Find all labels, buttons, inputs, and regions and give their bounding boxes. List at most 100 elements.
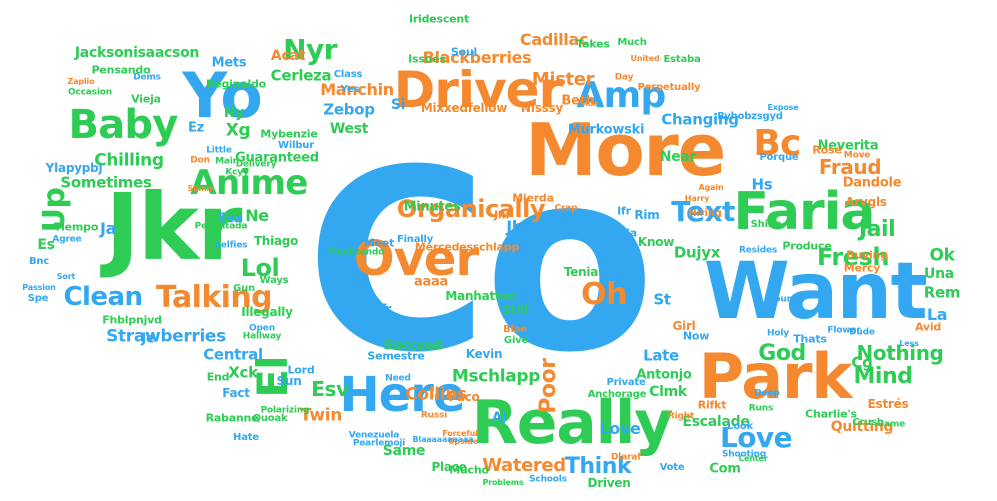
word-jail-26: Jail bbox=[858, 217, 896, 242]
word-game-160: Game bbox=[876, 419, 906, 430]
word-center-210: Center bbox=[738, 454, 768, 463]
word-organically-22: Organically bbox=[396, 195, 546, 223]
word-god-28: God bbox=[758, 341, 806, 366]
word-quitting-72: Quitting bbox=[830, 419, 894, 435]
word-private-164: Private bbox=[606, 377, 646, 388]
word-blaaaaaaaaaa-216: Blaaaaaaaaaa bbox=[412, 435, 474, 444]
word-over-9: Over bbox=[353, 231, 479, 287]
word-crap-215: Crap bbox=[554, 203, 578, 214]
word-minutes-86: Minutes bbox=[403, 199, 461, 215]
word-don-180: Don bbox=[190, 155, 210, 166]
word-arvgls-76: Arvgls bbox=[845, 195, 887, 209]
word-dujyx-58: Dujyx bbox=[673, 243, 721, 262]
word-main-181: Main bbox=[215, 156, 239, 167]
word-shine-153: Shine bbox=[750, 219, 782, 230]
word-reginaldo-143: Reginaldo bbox=[205, 77, 267, 91]
word-same-70: Same bbox=[382, 443, 426, 459]
word-less-200: Less bbox=[899, 339, 919, 348]
word-forceful-206: Forceful bbox=[442, 429, 478, 438]
word-paco-96: Paco bbox=[448, 390, 480, 404]
word-times-35: Times bbox=[365, 320, 431, 344]
word-occasion-140: Occasion bbox=[68, 87, 112, 98]
word-cerleza-112: Cerleza bbox=[270, 66, 332, 85]
word-manchin-43: Manchin bbox=[320, 80, 394, 99]
word-ne-51: Ne bbox=[245, 206, 269, 225]
word-fhblpnjvd-119: Fhblpnjvd bbox=[102, 313, 162, 327]
word-produce-106: Produce bbox=[782, 239, 832, 253]
word-fresh-24: Fresh bbox=[817, 243, 889, 271]
word-bc-13: Bc bbox=[753, 123, 801, 164]
word-russi-168: Russi bbox=[420, 410, 448, 421]
word-takes-187: Takes bbox=[576, 37, 610, 51]
word-baby-12: Baby bbox=[68, 102, 179, 148]
word-mybenzie-144: Mybenzie bbox=[260, 127, 318, 141]
word-mets-114: Mets bbox=[211, 55, 247, 71]
word-je-121: Je bbox=[141, 331, 155, 347]
word-rifkt-208: Rifkt bbox=[697, 398, 727, 412]
word-beth-82: Beth bbox=[561, 93, 595, 109]
word-meet-133: Meet bbox=[363, 236, 395, 250]
word-issues-184: Issues bbox=[408, 52, 446, 66]
word-love-71: Love bbox=[599, 419, 641, 438]
word-illegally-107: Illegally bbox=[241, 305, 293, 319]
word-iridescent-186: Iridescent bbox=[408, 12, 470, 26]
word-clean-23: Clean bbox=[63, 282, 143, 312]
word-mucho-98: Mucho bbox=[449, 463, 489, 477]
word-crush-159: Crush bbox=[852, 417, 884, 428]
word-guaranteed-49: Guaranteed bbox=[235, 150, 319, 166]
word-buying-105: Buying bbox=[846, 248, 888, 262]
word-ja-52: Ja bbox=[99, 219, 117, 238]
word-hs-60: Hs bbox=[751, 175, 773, 194]
word-need-167: Need bbox=[385, 373, 411, 384]
word-apm-55: Apm bbox=[497, 249, 533, 265]
word-west-78: West bbox=[329, 121, 369, 137]
word-runs-209: Runs bbox=[748, 403, 774, 414]
word-st-65: St bbox=[653, 290, 671, 309]
word-hate-170: Hate bbox=[233, 432, 259, 443]
word-amp-14: Amp bbox=[576, 75, 667, 116]
word-more-3: More bbox=[525, 108, 726, 192]
word-still-138: Still bbox=[502, 303, 528, 317]
word-driver-6: Driver bbox=[393, 61, 563, 119]
word-fraud-27: Fraud bbox=[818, 155, 882, 179]
word-twin-39: Twin bbox=[299, 405, 343, 426]
word-pearlemoji-214: Pearlemoji bbox=[352, 438, 406, 449]
word-estres-103: Estrés bbox=[867, 397, 909, 411]
word-open-176: Open bbox=[249, 323, 275, 334]
word-source-199: Source bbox=[768, 294, 802, 305]
word-hallway-175: Hallway bbox=[242, 331, 282, 342]
word-dlaraf-204: Dlaraf bbox=[611, 452, 641, 463]
word-little-183: Little bbox=[206, 145, 232, 156]
word-lord-125: Lord bbox=[287, 363, 315, 377]
word-la-63: La bbox=[926, 305, 948, 324]
word-mierda-87: Mierda bbox=[512, 191, 554, 205]
word-pensando-139: Pensando bbox=[91, 63, 151, 77]
word-acat-113: Acat bbox=[270, 48, 306, 64]
word-sometimes-46: Sometimes bbox=[60, 173, 152, 192]
word-united-189: United bbox=[630, 54, 660, 63]
word-changing-48: Changing bbox=[661, 110, 739, 129]
word-park-4: Park bbox=[698, 340, 853, 413]
word-thiago-108: Thiago bbox=[253, 234, 299, 248]
word-schools-202: Schools bbox=[529, 474, 567, 485]
word-bnc-118: Bnc bbox=[28, 256, 50, 267]
word-cadillac-44: Cadillac bbox=[519, 30, 589, 49]
word-move-151: Move bbox=[843, 150, 871, 161]
word-ifr-132: Ifr bbox=[617, 204, 631, 218]
word-xg-50: Xg bbox=[225, 120, 251, 141]
word-avid-158: Avid bbox=[914, 320, 942, 334]
word-kevin-94: Kevin bbox=[465, 347, 503, 361]
word-rabanne-126: Rabanne bbox=[205, 411, 259, 425]
word-think-31: Think bbox=[564, 454, 632, 479]
word-zebop-77: Zebop bbox=[323, 100, 375, 119]
word-ways-174: Ways bbox=[259, 275, 289, 286]
word-watered-32: Watered bbox=[482, 455, 566, 476]
word-now-101: Now bbox=[682, 329, 710, 343]
word-xck-68: Xck bbox=[228, 363, 258, 382]
word-talking-16: Talking bbox=[156, 280, 273, 315]
word-charlie-s-161: Charlie's bbox=[805, 407, 857, 421]
word-deep-162: Deep bbox=[754, 388, 780, 399]
word-rim-131: Rim bbox=[634, 208, 660, 222]
word-japan-135: Japan bbox=[513, 235, 545, 246]
